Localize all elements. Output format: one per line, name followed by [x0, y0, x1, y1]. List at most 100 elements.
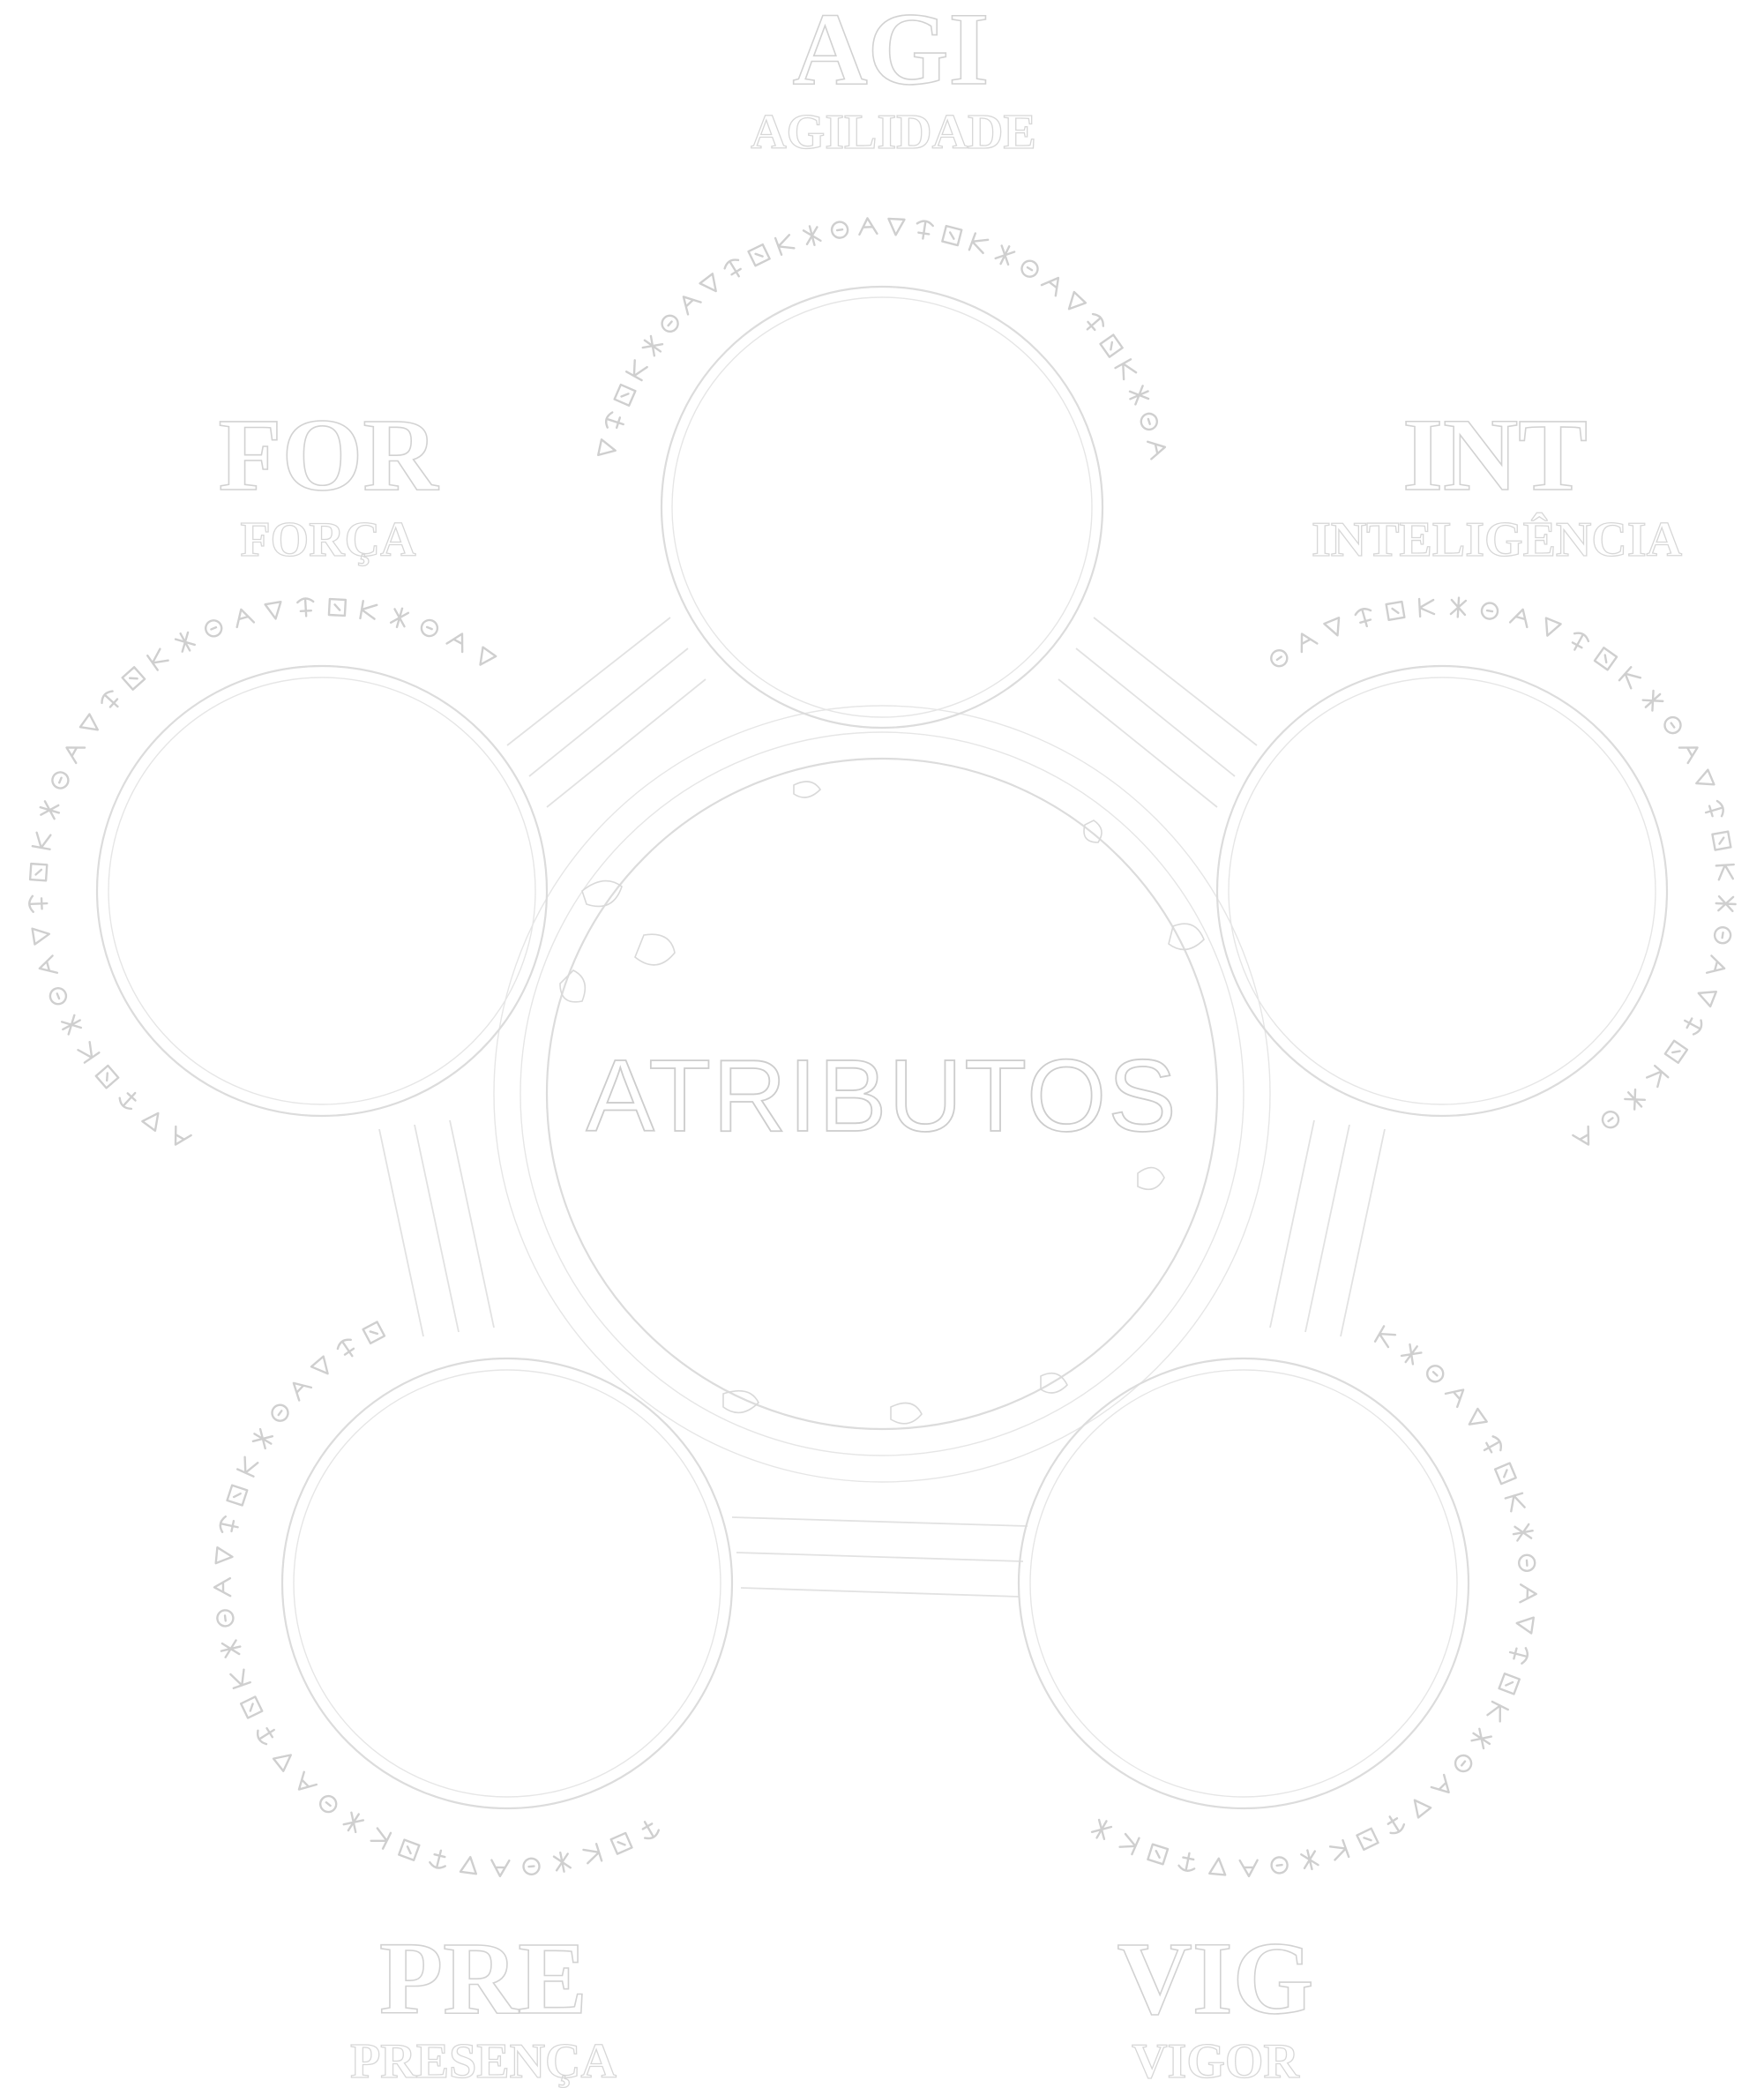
rune-glyph: [1504, 1492, 1526, 1513]
rune-glyph: [1508, 1647, 1529, 1665]
rune-glyph: [609, 1831, 633, 1855]
rune-glyph: [389, 607, 410, 629]
center-globe: ATRIBUTOS: [545, 757, 1219, 1431]
rune-glyph: [1544, 617, 1562, 637]
rune-glyph: [31, 927, 50, 946]
rune-glyph: [1090, 1818, 1113, 1841]
rune-glyph: [774, 234, 796, 256]
rune-glyph: [916, 220, 934, 240]
outer-ring: [493, 705, 1271, 1483]
satellite-vig-inner-ring: [1029, 1369, 1458, 1798]
satellite-agi: AGI AGILIDADE: [597, 0, 1167, 730]
globe-speck: [634, 933, 676, 966]
rune-glyph: [968, 232, 990, 255]
rune-glyph: [1470, 1727, 1492, 1750]
rune-glyph: [1713, 926, 1732, 945]
rune-arc-for: [28, 597, 497, 1146]
rune-glyph: [118, 1091, 137, 1111]
connector-int-vig: [1269, 1119, 1386, 1337]
rune-glyph: [1300, 1849, 1319, 1871]
rune-glyph: [1498, 1672, 1521, 1695]
rune-glyph: [235, 608, 256, 629]
rune-glyph: [479, 646, 497, 666]
label-int-name: INTELIGÊNCIA: [1312, 512, 1683, 567]
rune-glyph: [362, 1321, 386, 1345]
rune-glyph: [239, 1695, 264, 1719]
rune-glyph: [229, 1668, 251, 1689]
rune-glyph: [336, 1338, 355, 1358]
rune-glyph: [1601, 1111, 1620, 1129]
rune-glyph: [1356, 1827, 1379, 1852]
rune-glyph: [370, 1827, 392, 1850]
label-vig-name: VIGOR: [1132, 2034, 1299, 2088]
rune-glyph: [38, 954, 59, 974]
globe-speck: [1040, 1372, 1068, 1394]
rune-glyph: [747, 243, 771, 267]
globe-speck: [722, 1389, 759, 1414]
rune-glyph: [1270, 649, 1289, 668]
globe-speck: [581, 879, 623, 908]
rune-glyph: [1486, 1700, 1509, 1723]
rune-glyph: [1238, 1859, 1259, 1878]
rune-glyph: [1480, 602, 1499, 620]
satellite-for: FOR FORÇA: [28, 396, 549, 1146]
rune-glyph: [1270, 1856, 1289, 1875]
rune-glyph: [1572, 1125, 1590, 1146]
rune-glyph: [1468, 1407, 1488, 1426]
globe-speck: [1137, 1166, 1165, 1191]
label-vig-abbr: VIG: [1117, 1920, 1314, 2036]
rune-glyph: [723, 258, 742, 278]
rune-glyph: [1067, 290, 1088, 311]
rune-glyph: [251, 1427, 274, 1450]
rune-glyph: [1099, 333, 1124, 358]
rune-glyph: [1683, 1017, 1703, 1036]
rune-glyph: [1697, 990, 1717, 1008]
rune-glyph: [1020, 259, 1039, 278]
rune-glyph: [271, 1403, 289, 1422]
rune-glyph: [858, 217, 878, 236]
rune-glyph: [398, 1838, 421, 1861]
rune-glyph: [319, 1794, 338, 1814]
rune-glyph: [226, 1484, 249, 1507]
globe-speck: [1083, 819, 1102, 843]
satellite-pre-inner-ring: [293, 1369, 721, 1798]
satellite-agi-inner-ring: [671, 296, 1093, 718]
rune-glyph: [830, 221, 849, 239]
satellite-int-outer-ring: [1215, 664, 1669, 1118]
rune-glyph: [1705, 954, 1726, 974]
rune-glyph: [994, 244, 1016, 266]
rune-glyph: [1518, 1553, 1536, 1572]
rune-glyph: [213, 1576, 232, 1598]
satellite-int-inner-ring: [1228, 677, 1656, 1105]
rune-glyph: [77, 1040, 101, 1064]
rune-glyph: [1624, 1088, 1647, 1111]
rune-glyph: [272, 1754, 292, 1772]
rune-glyph: [582, 1843, 603, 1865]
rune-glyph: [641, 1821, 660, 1840]
rune-glyph: [624, 359, 648, 382]
connector-for-pre: [378, 1119, 495, 1337]
connector-agi-for: [506, 617, 706, 808]
rune-glyph: [597, 438, 617, 457]
connector-agi-int: [1058, 617, 1258, 808]
rune-arc-int: [1270, 596, 1737, 1146]
satellite-for-outer-ring: [95, 664, 549, 1118]
rune-glyph: [699, 273, 717, 293]
rune-glyph: [1454, 1754, 1473, 1773]
rune-glyph: [220, 1639, 242, 1658]
label-for-abbr: FOR: [218, 397, 439, 513]
satellite-pre-outer-ring: [280, 1357, 734, 1810]
rune-glyph: [1040, 276, 1060, 297]
rune-glyph: [1146, 440, 1167, 460]
rune-glyph: [297, 1770, 318, 1791]
rune-glyph: [1147, 1843, 1170, 1866]
rune-glyph: [1400, 1343, 1423, 1366]
rune-glyph: [1715, 894, 1737, 913]
rune-glyph: [1663, 715, 1682, 735]
rune-glyph: [1483, 1435, 1502, 1454]
rune-glyph: [429, 1849, 446, 1869]
rune-glyph: [941, 224, 963, 247]
globe-speck: [890, 1402, 923, 1425]
rune-glyph: [420, 618, 439, 638]
